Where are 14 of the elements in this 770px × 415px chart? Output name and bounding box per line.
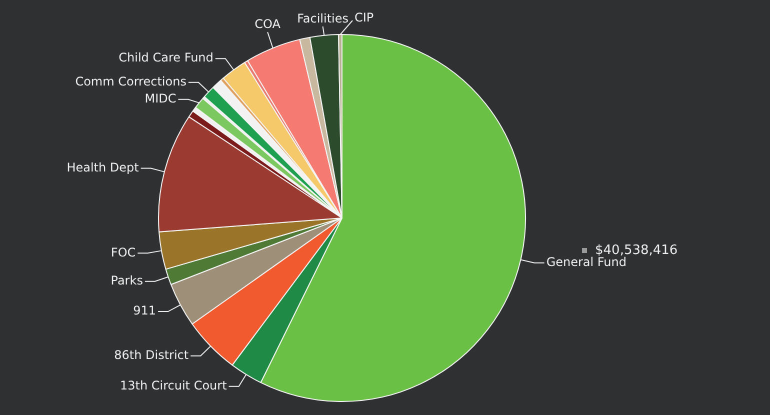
slice-label: General Fund <box>546 255 627 270</box>
slice-label: CIP <box>354 10 374 25</box>
slice-label: Comm Corrections <box>75 74 186 88</box>
slice-label: 13th Circuit Court <box>120 378 228 393</box>
text: $40,538,416 <box>594 243 678 258</box>
slice-label: FOC <box>110 245 136 260</box>
slice-label: 911 <box>133 304 156 318</box>
slice-label: Facilities <box>297 12 349 26</box>
slice-label: COA <box>254 17 282 32</box>
slice-label: MIDC <box>144 91 176 106</box>
slice-label: Health Dept <box>66 160 140 174</box>
slice-label: 86th District <box>114 348 189 362</box>
slice-label: Parks <box>110 274 143 288</box>
slice-label: Child Care Fund <box>118 50 214 65</box>
